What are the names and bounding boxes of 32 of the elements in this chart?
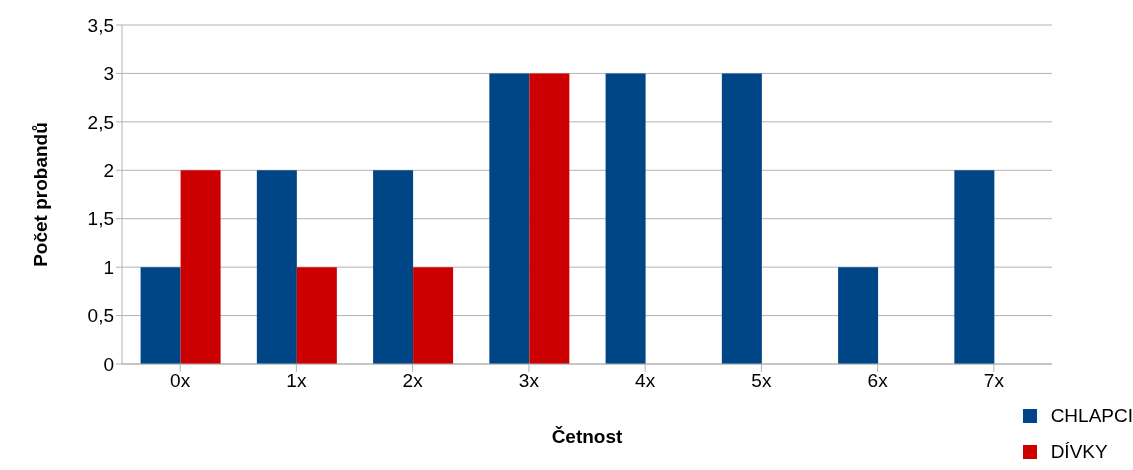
y-tick-label: 3,5 bbox=[87, 14, 114, 36]
x-tick-label: 5x bbox=[751, 370, 772, 392]
y-tick-label: 1,5 bbox=[87, 208, 114, 230]
y-tick-label: 3 bbox=[103, 63, 114, 85]
x-tick-label: 2x bbox=[402, 370, 424, 392]
legend-label: CHLAPCI bbox=[1050, 405, 1133, 427]
x-tick-label: 6x bbox=[867, 370, 889, 392]
x-tick-label: 3x bbox=[518, 370, 540, 392]
bar bbox=[529, 73, 570, 364]
y-tick-label: 2 bbox=[103, 160, 114, 182]
x-tick-label: 0x bbox=[170, 370, 191, 392]
bar bbox=[838, 267, 879, 364]
bar bbox=[954, 170, 995, 364]
bar bbox=[489, 73, 530, 364]
bar bbox=[180, 170, 221, 364]
bar bbox=[413, 267, 454, 364]
bar bbox=[256, 170, 297, 364]
bar bbox=[140, 267, 181, 364]
bar bbox=[721, 73, 762, 364]
y-axis-title: Počet probandů bbox=[29, 122, 51, 267]
bar bbox=[296, 267, 337, 364]
x-tick-label: 7x bbox=[983, 370, 1005, 392]
x-tick-label: 1x bbox=[286, 370, 307, 392]
y-tick-label: 0,5 bbox=[87, 305, 114, 327]
legend-label: DÍVKY bbox=[1050, 441, 1108, 463]
bar bbox=[373, 170, 414, 364]
y-tick-label: 0 bbox=[103, 353, 114, 375]
x-tick-label: 4x bbox=[635, 370, 656, 392]
bar bbox=[605, 73, 646, 364]
x-axis-title: Četnost bbox=[551, 426, 624, 448]
y-tick-label: 1 bbox=[103, 256, 114, 278]
y-tick-label: 2,5 bbox=[87, 111, 114, 133]
